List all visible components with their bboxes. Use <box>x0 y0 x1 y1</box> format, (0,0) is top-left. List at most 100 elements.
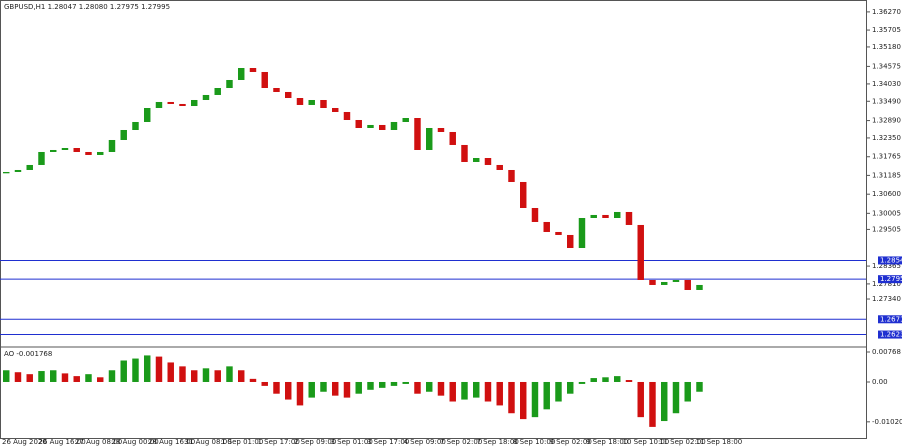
ao-bar <box>320 381 327 392</box>
plot-frame <box>0 0 867 439</box>
chart-title: GBPUSD,H1 1.28047 1.28080 1.27975 1.2799… <box>4 3 170 11</box>
candle-body <box>602 214 609 218</box>
ao-bar <box>567 381 574 394</box>
candle-body <box>426 128 433 150</box>
candle-body <box>684 279 691 290</box>
candle-body <box>543 221 550 232</box>
candle-body <box>390 121 398 130</box>
ao-tick-label: -0.01020 <box>872 418 902 426</box>
candle-body <box>696 284 703 290</box>
candle-body <box>661 281 668 285</box>
x-tick-label: 1 Sep 01:00 <box>221 438 263 446</box>
candle-body <box>61 147 69 150</box>
x-tick-label: 3 Sep 17:00 <box>367 438 409 446</box>
ao-bar <box>390 381 398 386</box>
candle-body <box>249 68 257 72</box>
candle-body <box>508 169 515 182</box>
ao-bar <box>531 381 539 418</box>
ao-bar <box>261 381 268 386</box>
candle-body <box>73 147 80 152</box>
x-tick-label: 9 Sep 02:00 <box>550 438 592 446</box>
candle-body <box>191 99 198 107</box>
y-tick-label: 1.30005 <box>872 209 901 217</box>
ao-bar <box>614 376 621 382</box>
ao-bar <box>214 370 221 382</box>
x-tick-label: 26 Aug 16:00 <box>39 438 86 446</box>
candle-body <box>520 181 527 208</box>
ao-bar <box>367 381 374 390</box>
ao-bar <box>379 381 386 388</box>
ao-bar <box>402 381 409 384</box>
y-tick-label: 1.34030 <box>872 80 901 88</box>
candle-body <box>437 128 445 132</box>
ao-bar <box>637 381 644 418</box>
y-tick-label: 1.32350 <box>872 134 901 142</box>
candle-body <box>672 279 680 282</box>
candle-body <box>402 118 409 122</box>
x-tick-label: 10 Sep 10:00 <box>623 438 670 446</box>
y-tick-label: 1.35705 <box>872 26 901 34</box>
candle-body <box>179 103 186 107</box>
candle-body <box>132 121 139 130</box>
candle-body <box>26 164 33 170</box>
ao-bar <box>179 366 186 382</box>
candle-body <box>214 88 221 95</box>
indicator-title: AO -0.001768 <box>4 350 52 358</box>
candle-body <box>285 91 292 99</box>
y-tick-label: 1.35180 <box>872 43 901 51</box>
y-tick-label: 1.33490 <box>872 97 901 105</box>
candle-body <box>261 71 268 89</box>
candle-body <box>167 101 174 104</box>
x-tick-label: 11 Sep 02:00 <box>659 438 706 446</box>
candle-body <box>108 139 116 152</box>
ao-bar <box>226 366 233 382</box>
ao-bar <box>50 370 57 382</box>
ao-bar <box>473 381 480 398</box>
y-tick-label: 1.30600 <box>872 190 901 198</box>
candle-body <box>614 211 621 218</box>
candle-body <box>226 79 233 89</box>
ao-bar <box>578 381 586 384</box>
ao-bar <box>355 381 362 394</box>
candle-body <box>555 231 562 235</box>
ao-bar <box>202 368 210 382</box>
ao-tick-label: 0.00 <box>872 378 888 386</box>
candle-body <box>85 151 92 155</box>
candle-body <box>273 88 280 92</box>
ao-bar <box>661 381 668 422</box>
candle-body <box>38 151 45 165</box>
x-tick-label: 7 Sep 18:00 <box>477 438 519 446</box>
ao-bar <box>461 381 468 400</box>
candle-body <box>296 98 304 105</box>
candle-body <box>379 124 386 130</box>
ao-bar <box>61 373 69 382</box>
candle-body <box>367 124 374 129</box>
ao-bar <box>308 381 315 398</box>
x-tick-label: 2 Sep 09:00 <box>294 438 336 446</box>
candle-body <box>355 119 362 129</box>
ao-bar <box>696 381 703 392</box>
x-tick-label: 11 Sep 18:00 <box>696 438 743 446</box>
ao-bar <box>684 381 691 402</box>
y-tick-label: 1.29505 <box>872 225 901 233</box>
ao-bar <box>191 370 198 382</box>
x-tick-label: 28 Aug 00:00 <box>112 438 159 446</box>
candle-body <box>625 211 633 225</box>
ao-bar <box>155 356 163 382</box>
ao-bar <box>273 381 280 394</box>
ao-bar <box>555 381 562 402</box>
ao-bar <box>625 380 633 382</box>
candle-body <box>120 129 127 140</box>
y-tick-label: 1.34575 <box>872 62 901 70</box>
y-tick-label: 1.28365 <box>872 262 901 270</box>
candle-body <box>50 149 57 152</box>
candle-body <box>567 234 574 248</box>
level-label: 1.26235 <box>880 331 902 339</box>
ao-bar <box>85 374 92 382</box>
ao-bar <box>437 381 445 396</box>
ao-bar <box>296 381 304 406</box>
y-tick-label: 1.31185 <box>872 171 901 179</box>
y-tick-label: 1.36270 <box>872 8 901 16</box>
ao-bar <box>38 371 45 382</box>
